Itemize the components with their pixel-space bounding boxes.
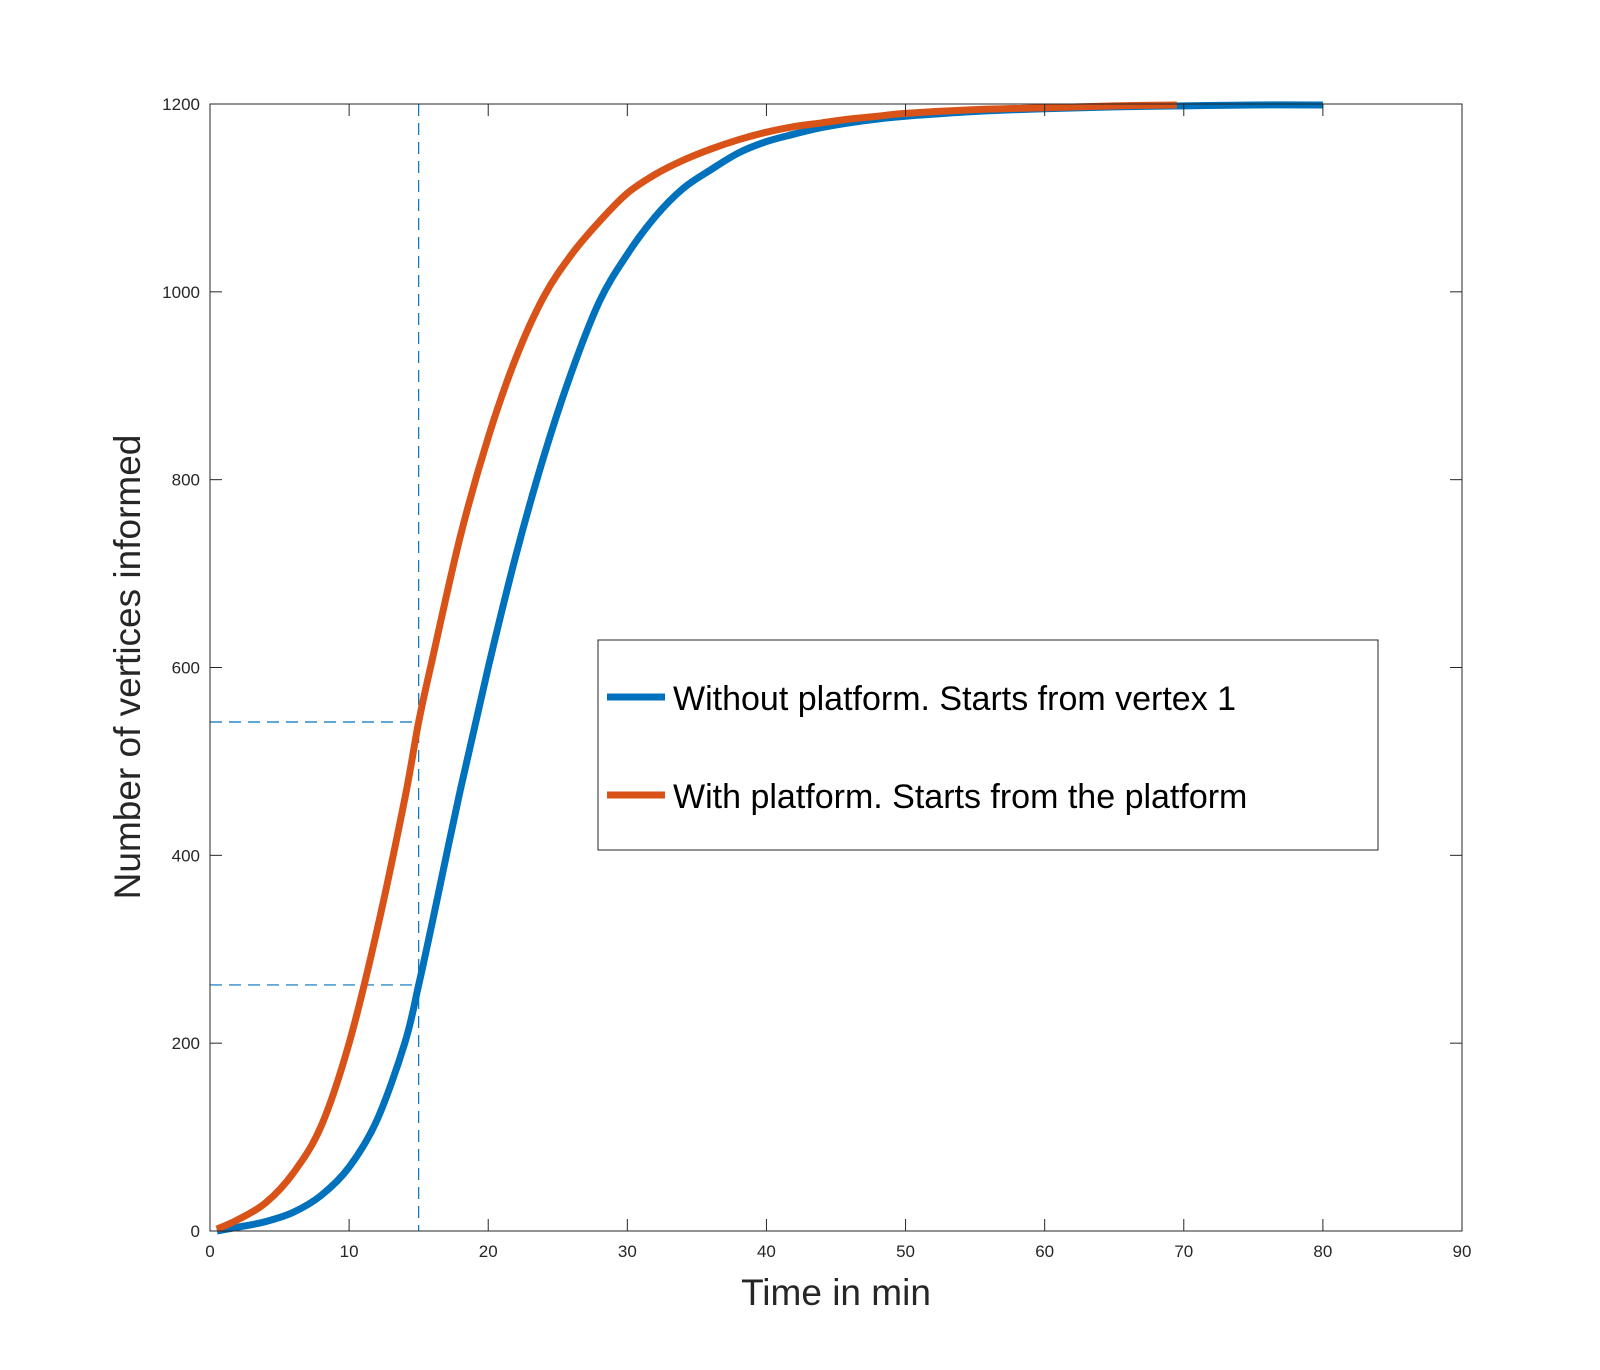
y-tick-label-200: 200 [172, 1034, 200, 1053]
y-tick-label-400: 400 [172, 846, 200, 865]
x-axis-title: Time in min [741, 1272, 931, 1313]
y-tick-label-0: 0 [191, 1222, 200, 1241]
legend-label-with-platform: With platform. Starts from the platform [673, 778, 1247, 816]
legend-label-without-platform: Without platform. Starts from vertex 1 [673, 680, 1236, 718]
x-tick-label-70: 70 [1174, 1242, 1193, 1261]
x-tick-label-50: 50 [896, 1242, 915, 1261]
x-tick-label-20: 20 [479, 1242, 498, 1261]
series-lines [215, 101, 1323, 1235]
x-tick-label-40: 40 [757, 1242, 776, 1261]
y-tick-label-800: 800 [172, 471, 200, 490]
x-tick-label-80: 80 [1313, 1242, 1332, 1261]
legend-box [597, 639, 1379, 851]
x-tick-label-0: 0 [205, 1242, 214, 1261]
tick-labels: 0 10 20 30 40 50 60 70 80 90 0 200 400 600 800 1000 1200 [162, 95, 1471, 1261]
x-tick-label-10: 10 [340, 1242, 359, 1261]
series-line-with-platform [215, 101, 1177, 1233]
x-tick-label-30: 30 [618, 1242, 637, 1261]
y-axis-title: Number of vertices informed [107, 435, 148, 900]
x-tick-label-90: 90 [1453, 1242, 1472, 1261]
x-tick-label-60: 60 [1035, 1242, 1054, 1261]
axis-ticks [209, 103, 1463, 1232]
legend: Without platform. Starts from vertex 1 W… [597, 639, 1379, 851]
y-tick-label-1200: 1200 [162, 95, 200, 114]
reference-lines [210, 104, 420, 1231]
y-tick-label-600: 600 [172, 659, 200, 678]
y-tick-label-1000: 1000 [162, 283, 200, 302]
